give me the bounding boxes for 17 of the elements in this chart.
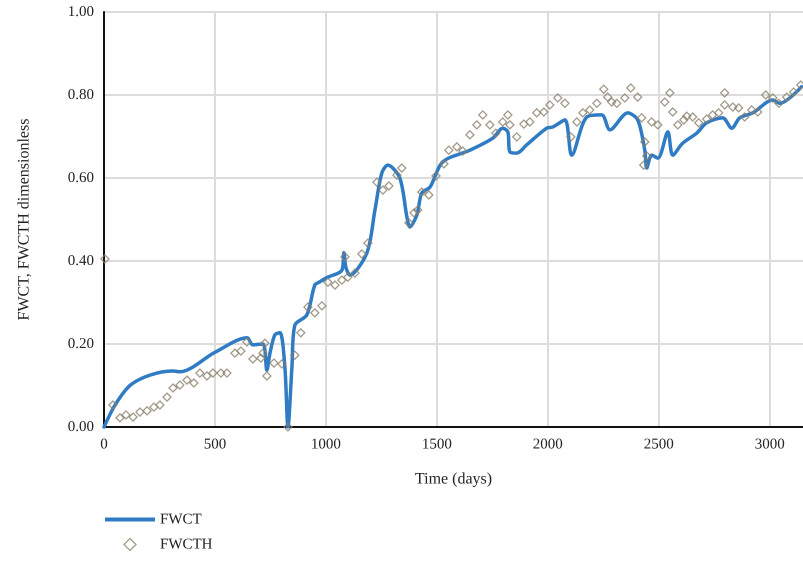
y-tick-label: 0.60	[68, 170, 94, 186]
y-axis-title: FWCT, FWCTH dimensionless	[16, 118, 32, 320]
y-tick-label: 0.40	[68, 253, 94, 269]
legend-label: FWCTH	[160, 536, 213, 552]
y-tick-label: 0.00	[68, 419, 94, 435]
y-tick-label: 0.80	[68, 87, 94, 103]
x-axis-title: Time (days)	[414, 470, 492, 488]
x-tick-label: 500	[204, 436, 226, 452]
x-tick-label: 1000	[310, 436, 341, 452]
x-tick-label: 1500	[422, 436, 452, 452]
legend-label: FWCT	[160, 512, 202, 528]
x-tick-label: 2000	[532, 436, 563, 452]
y-tick-label: 1.00	[68, 4, 94, 20]
x-tick-label: 2500	[644, 436, 674, 452]
y-tick-label: 0.20	[68, 336, 94, 352]
x-tick-label: 3000	[754, 436, 785, 452]
x-tick-label: 0	[100, 436, 108, 452]
